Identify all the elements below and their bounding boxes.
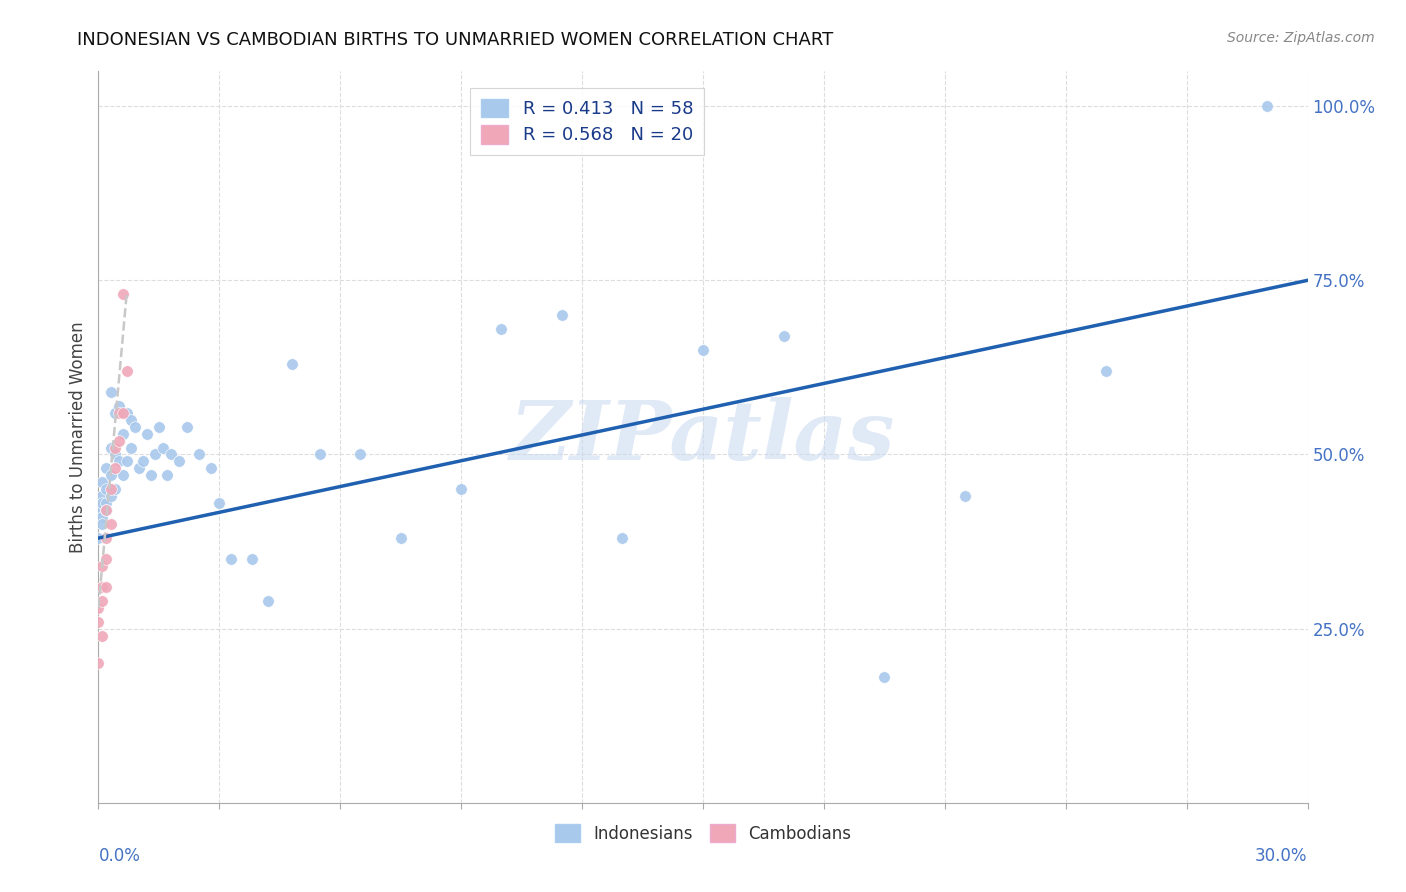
Point — [96, 496, 118, 510]
Point — [124, 419, 146, 434]
Point — [772, 329, 794, 343]
Point — [87, 600, 110, 615]
Point — [100, 489, 122, 503]
Point — [160, 448, 183, 462]
Point — [100, 483, 122, 497]
Point — [103, 448, 125, 462]
Point — [96, 580, 118, 594]
Point — [111, 468, 134, 483]
Point — [91, 629, 114, 643]
Point — [103, 461, 125, 475]
Point — [91, 517, 114, 532]
Point — [100, 441, 122, 455]
Point — [953, 489, 976, 503]
Point — [87, 615, 110, 629]
Point — [152, 441, 174, 455]
Point — [107, 399, 129, 413]
Point — [873, 670, 896, 684]
Point — [91, 558, 114, 573]
Point — [103, 441, 125, 455]
Point — [120, 441, 142, 455]
Point — [103, 406, 125, 420]
Point — [1095, 364, 1118, 378]
Point — [240, 552, 263, 566]
Point — [167, 454, 190, 468]
Point — [96, 483, 118, 497]
Point — [115, 406, 138, 420]
Point — [120, 412, 142, 426]
Point — [91, 594, 114, 608]
Text: 30.0%: 30.0% — [1256, 847, 1308, 864]
Point — [188, 448, 211, 462]
Point — [115, 454, 138, 468]
Point — [100, 384, 122, 399]
Point — [208, 496, 231, 510]
Point — [107, 406, 129, 420]
Point — [176, 419, 198, 434]
Point — [91, 580, 114, 594]
Point — [96, 503, 118, 517]
Point — [115, 364, 138, 378]
Point — [143, 448, 166, 462]
Point — [100, 468, 122, 483]
Point — [107, 434, 129, 448]
Point — [256, 594, 278, 608]
Point — [349, 448, 371, 462]
Y-axis label: Births to Unmarried Women: Births to Unmarried Women — [69, 321, 87, 553]
Point — [281, 357, 304, 371]
Point — [96, 503, 118, 517]
Point — [111, 287, 134, 301]
Point — [91, 496, 114, 510]
Legend: Indonesians, Cambodians: Indonesians, Cambodians — [548, 818, 858, 849]
Point — [200, 461, 222, 475]
Point — [103, 483, 125, 497]
Point — [309, 448, 332, 462]
Point — [87, 657, 110, 671]
Point — [91, 510, 114, 524]
Point — [156, 468, 179, 483]
Text: INDONESIAN VS CAMBODIAN BIRTHS TO UNMARRIED WOMEN CORRELATION CHART: INDONESIAN VS CAMBODIAN BIRTHS TO UNMARR… — [77, 31, 834, 49]
Point — [87, 531, 110, 545]
Point — [148, 419, 170, 434]
Point — [135, 426, 157, 441]
Text: 0.0%: 0.0% — [98, 847, 141, 864]
Point — [111, 406, 134, 420]
Point — [107, 454, 129, 468]
Point — [221, 552, 243, 566]
Text: ZIPatlas: ZIPatlas — [510, 397, 896, 477]
Point — [139, 468, 162, 483]
Point — [1256, 99, 1278, 113]
Text: Source: ZipAtlas.com: Source: ZipAtlas.com — [1227, 31, 1375, 45]
Point — [91, 475, 114, 490]
Point — [128, 461, 150, 475]
Point — [111, 426, 134, 441]
Point — [96, 461, 118, 475]
Point — [450, 483, 472, 497]
Point — [551, 308, 574, 322]
Point — [132, 454, 155, 468]
Point — [389, 531, 412, 545]
Point — [91, 489, 114, 503]
Point — [491, 322, 513, 336]
Point — [692, 343, 714, 357]
Point — [96, 552, 118, 566]
Point — [612, 531, 634, 545]
Point — [96, 531, 118, 545]
Point — [87, 503, 110, 517]
Point — [100, 517, 122, 532]
